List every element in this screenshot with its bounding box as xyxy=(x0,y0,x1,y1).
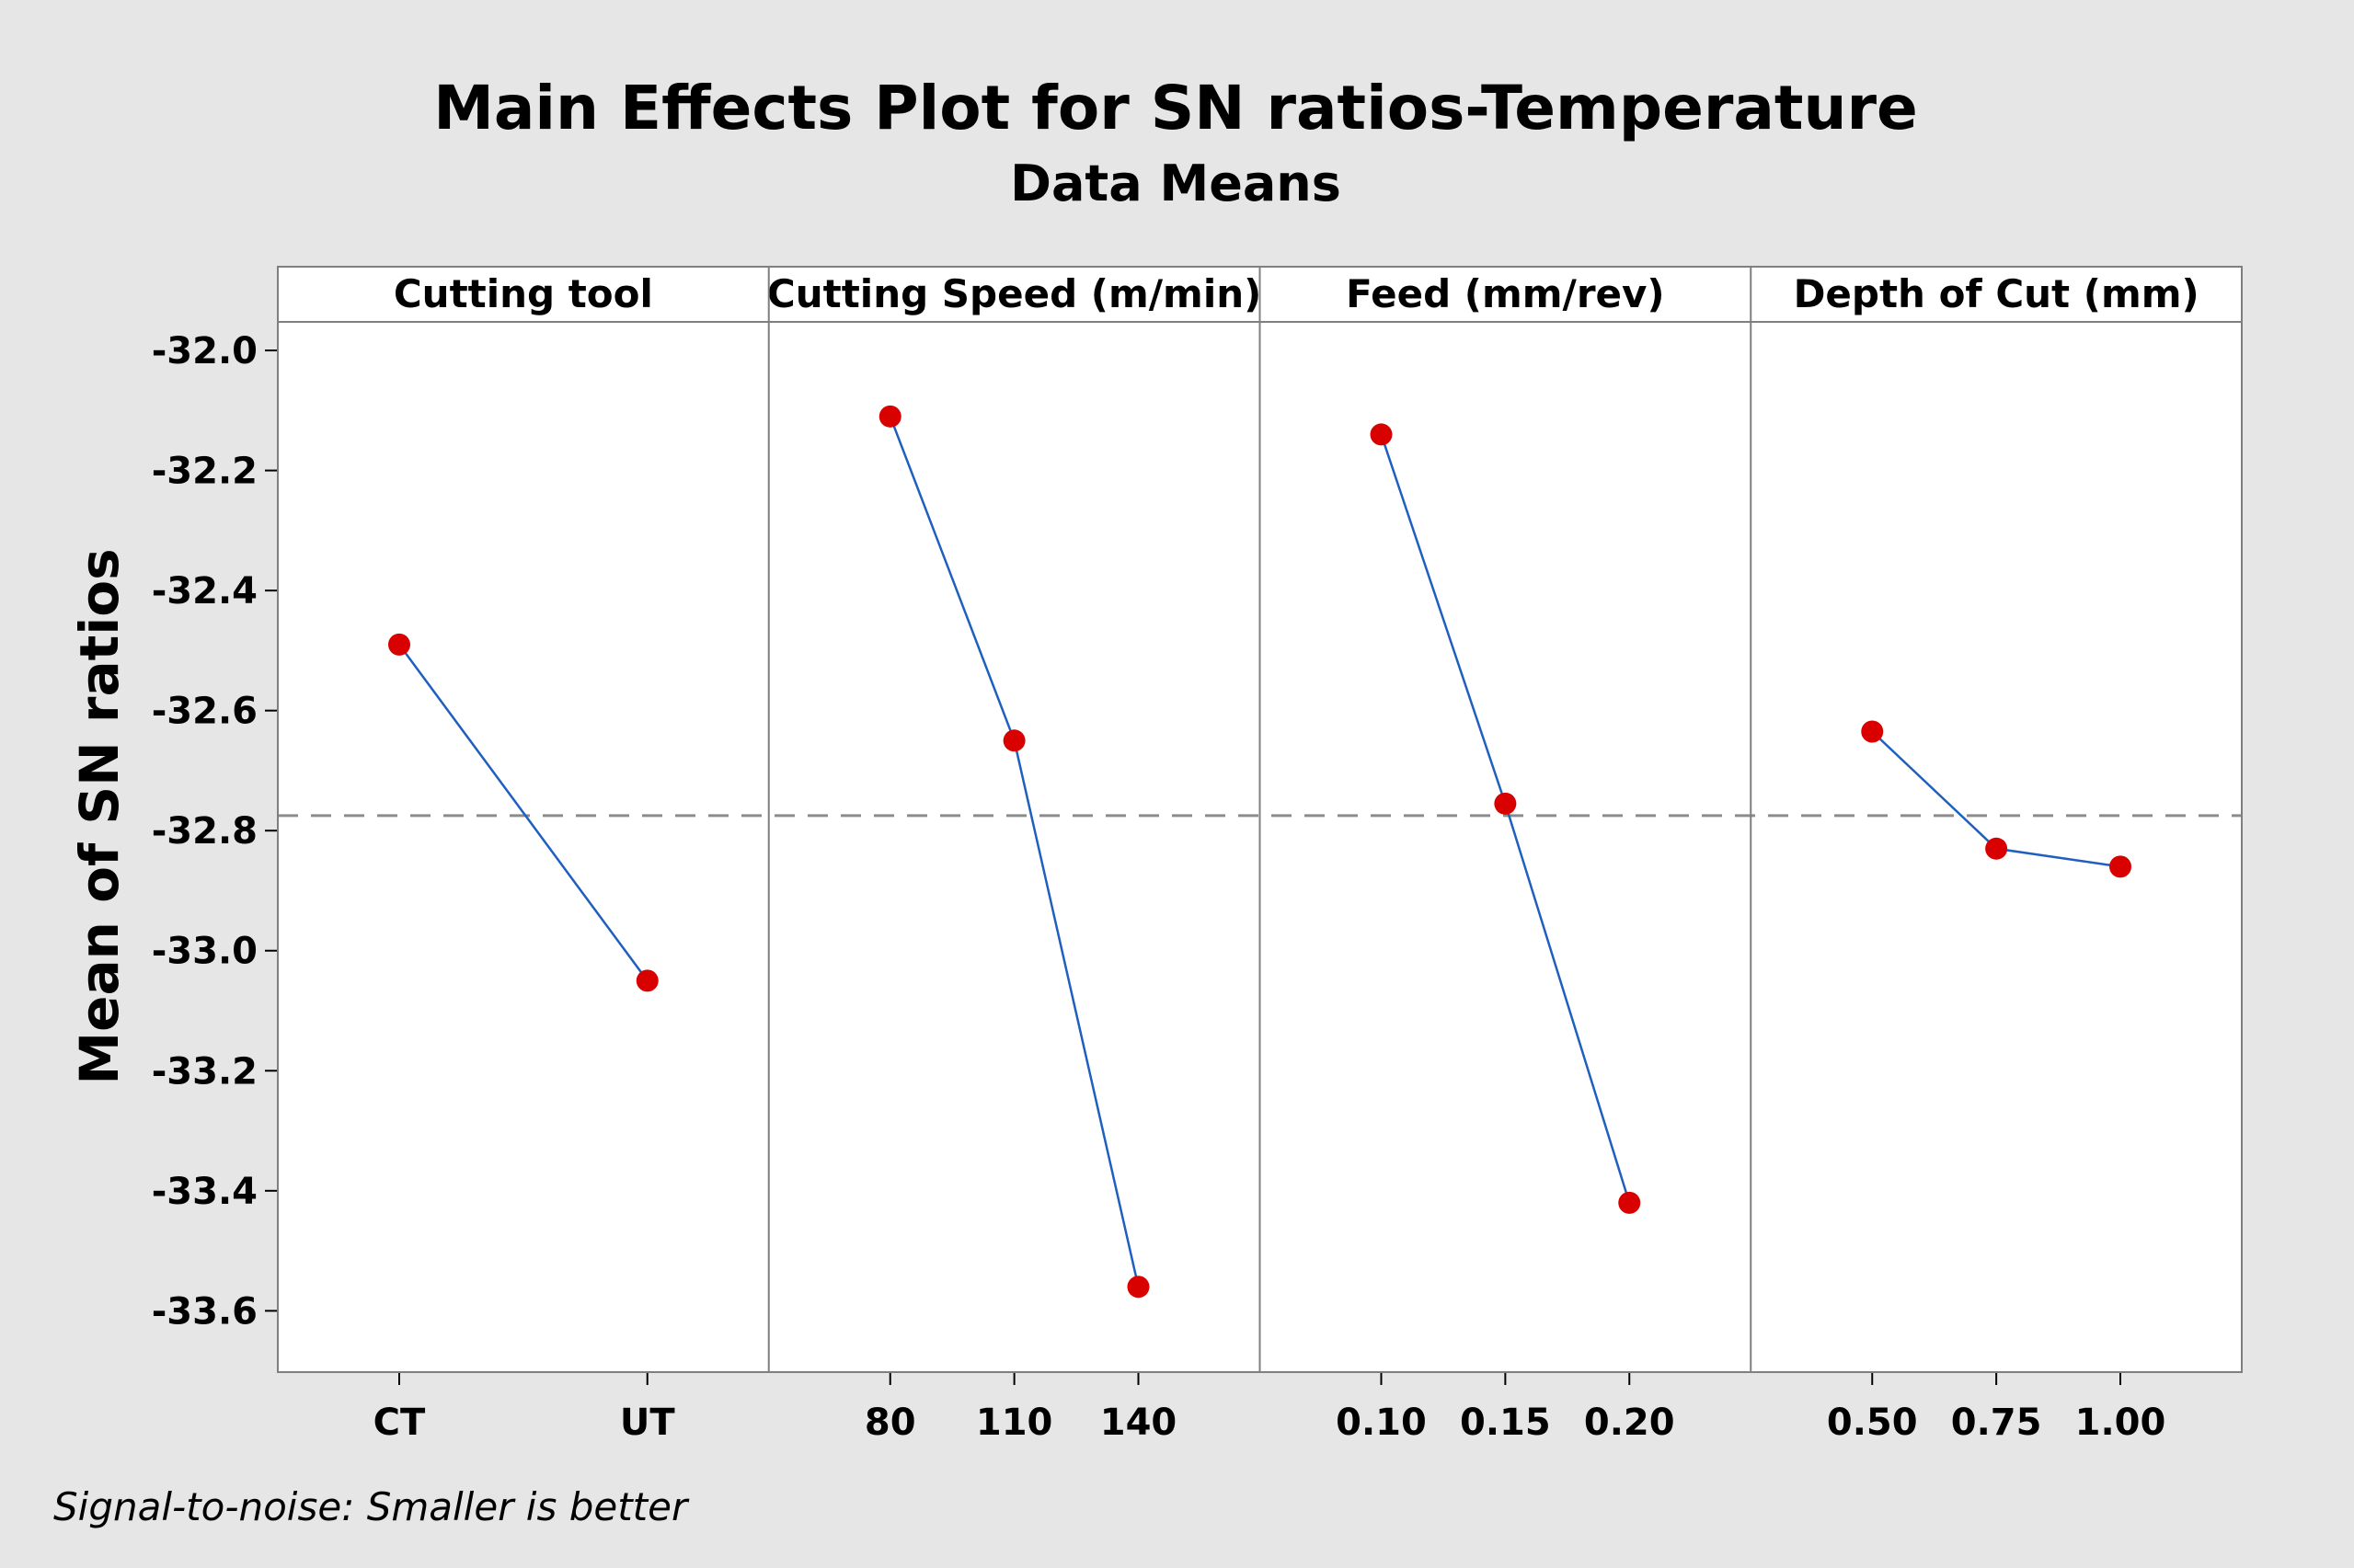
y-tick-label: -32.0 xyxy=(152,330,258,372)
x-tick-label: 0.15 xyxy=(1460,1402,1551,1444)
y-tick-label: -33.2 xyxy=(152,1050,258,1093)
data-point xyxy=(1985,837,2008,860)
x-tick-label: 0.20 xyxy=(1584,1402,1675,1444)
chart-subtitle: Data Means xyxy=(1010,155,1341,212)
x-tick-label: CT xyxy=(373,1402,426,1444)
panel-header-label: Depth of Cut (mm) xyxy=(1794,271,2199,316)
panel-header-label: Feed (mm/rev) xyxy=(1346,271,1664,316)
data-point xyxy=(1127,1276,1150,1299)
panel-header-label: Cutting tool xyxy=(394,271,653,316)
footnote: Signal-to-noise: Smaller is better xyxy=(53,1484,690,1529)
y-tick-label: -32.8 xyxy=(152,810,258,853)
x-tick-label: 0.75 xyxy=(1951,1402,2042,1444)
y-tick-label: -33.6 xyxy=(152,1290,258,1333)
x-tick-label: 140 xyxy=(1100,1402,1177,1444)
series-line xyxy=(397,644,649,982)
data-point xyxy=(878,405,901,428)
y-axis-label: Mean of SN ratios xyxy=(68,548,131,1084)
data-point xyxy=(636,969,659,992)
panel-header-label: Cutting Speed (m/min) xyxy=(767,271,1261,316)
data-point xyxy=(1494,792,1517,815)
x-tick-label: 1.00 xyxy=(2075,1402,2166,1444)
data-point xyxy=(1003,729,1026,752)
plot-frame xyxy=(277,266,2243,1373)
data-point xyxy=(1618,1191,1641,1214)
plot-layer: -32.0 -32.2 -32.4 -32.6 -32.8 -33.0 -33.2 -33.4… xyxy=(152,266,2243,1444)
data-point xyxy=(388,633,410,656)
x-tick-label: 0.50 xyxy=(1827,1402,1918,1444)
chart-title: Main Effects Plot for SN ratios-Temperat… xyxy=(433,73,1918,143)
x-tick-label: UT xyxy=(620,1402,675,1444)
y-tick-label: -32.6 xyxy=(152,691,258,733)
y-tick-label: -33.0 xyxy=(152,931,258,973)
data-point xyxy=(2109,855,2131,878)
data-point xyxy=(1861,720,1884,743)
x-tick-label: 80 xyxy=(865,1402,916,1444)
data-point xyxy=(1370,423,1393,446)
y-tick-label: -32.2 xyxy=(152,451,258,493)
y-tick-label: -32.4 xyxy=(152,570,258,612)
y-tick-label: -33.4 xyxy=(152,1171,258,1213)
x-tick-label: 0.10 xyxy=(1336,1402,1427,1444)
x-tick-label: 110 xyxy=(976,1402,1053,1444)
